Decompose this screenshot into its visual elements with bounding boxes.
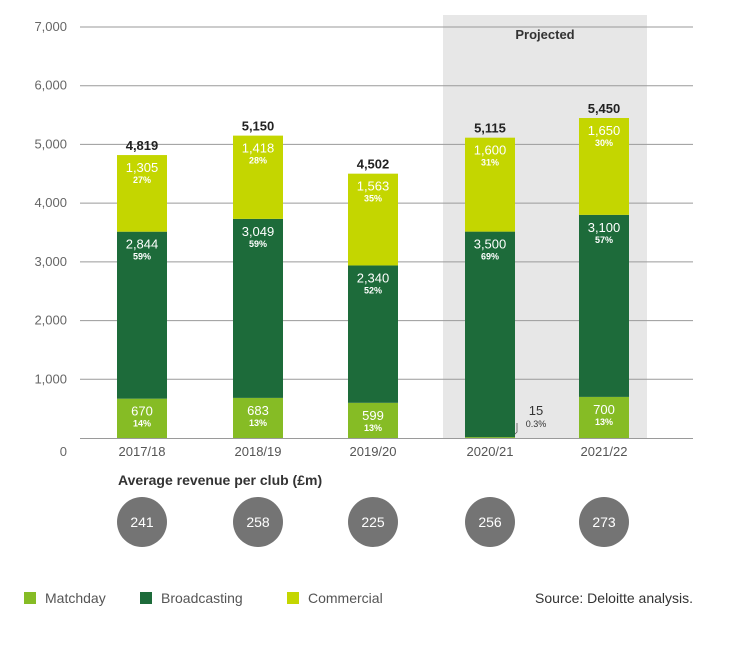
bar-broadcasting-2021-22	[579, 214, 629, 397]
y-tick-label: 5,000	[34, 136, 67, 151]
total-label: 4,502	[357, 157, 390, 172]
bar-commercial-2018-19	[233, 135, 283, 219]
percent-label-commercial: 27%	[133, 175, 151, 185]
data-label-commercial: 1,600	[474, 143, 507, 158]
y-tick-label: 7,000	[34, 19, 67, 34]
legend-label-commercial: Commercial	[308, 590, 383, 606]
data-label-broadcasting: 2,844	[126, 237, 159, 252]
y-tick-label: 1,000	[34, 371, 67, 386]
data-label-broadcasting: 3,049	[242, 224, 275, 239]
total-label: 5,450	[588, 101, 621, 116]
bar-broadcasting-2019-20	[348, 265, 398, 403]
percent-label-broadcasting: 52%	[364, 285, 382, 295]
y-tick-label: 0	[60, 444, 67, 459]
average-revenue-circle	[465, 497, 515, 547]
percent-label-commercial: 31%	[481, 158, 499, 168]
projected-label: Projected	[515, 27, 574, 42]
percent-label-broadcasting: 69%	[481, 252, 499, 262]
data-label-matchday: 683	[247, 403, 269, 418]
data-label-broadcasting: 3,500	[474, 237, 507, 252]
source-note: Source: Deloitte analysis.	[535, 590, 693, 606]
bar-commercial-2021-22	[579, 118, 629, 215]
bar-commercial-2020-21	[465, 137, 515, 232]
data-label-broadcasting: 3,100	[588, 220, 621, 235]
bar-broadcasting-2018-19	[233, 218, 283, 398]
legend-label-broadcasting: Broadcasting	[161, 590, 243, 606]
legend-swatch-broadcasting	[140, 592, 152, 604]
bar-commercial-2017-18	[117, 155, 167, 232]
total-label: 5,150	[242, 119, 275, 134]
total-label: 4,819	[126, 138, 159, 153]
average-revenue-value: 225	[361, 514, 385, 530]
x-tick-label: 2021/22	[581, 444, 628, 459]
total-label: 5,115	[474, 121, 506, 136]
y-tick-label: 3,000	[34, 254, 67, 269]
data-label-matchday: 670	[131, 404, 153, 419]
percent-label-matchday: 0.3%	[526, 419, 547, 429]
y-tick-label: 6,000	[34, 78, 67, 93]
percent-label-matchday: 13%	[595, 417, 613, 427]
x-tick-label: 2020/21	[467, 444, 514, 459]
average-revenue-value: 273	[592, 514, 616, 530]
average-revenue-circle	[117, 497, 167, 547]
y-tick-label: 2,000	[34, 313, 67, 328]
bar-broadcasting-2017-18	[117, 231, 167, 399]
percent-label-commercial: 30%	[595, 138, 613, 148]
average-revenue-circle	[579, 497, 629, 547]
bar-matchday-2017-18	[117, 398, 167, 438]
percent-label-broadcasting: 59%	[249, 239, 267, 249]
data-label-matchday: 700	[593, 402, 615, 417]
x-tick-label: 2017/18	[119, 444, 166, 459]
percent-label-commercial: 35%	[364, 194, 382, 204]
legend-swatch-matchday	[24, 592, 36, 604]
data-label-broadcasting: 2,340	[357, 270, 390, 285]
data-label-commercial: 1,305	[126, 160, 159, 175]
average-revenue-value: 258	[246, 514, 270, 530]
x-tick-label: 2018/19	[235, 444, 282, 459]
percent-label-matchday: 13%	[364, 423, 382, 433]
y-tick-label: 4,000	[34, 195, 67, 210]
average-revenue-circle	[233, 497, 283, 547]
percent-label-matchday: 14%	[133, 419, 151, 429]
bar-matchday-2021-22	[579, 396, 629, 438]
average-revenue-value: 241	[130, 514, 154, 530]
data-label-commercial: 1,563	[357, 179, 390, 194]
bar-commercial-2019-20	[348, 173, 398, 266]
legend-label-matchday: Matchday	[45, 590, 106, 606]
data-label-commercial: 1,650	[588, 123, 621, 138]
x-tick-label: 2019/20	[350, 444, 397, 459]
average-revenue-title: Average revenue per club (£m)	[118, 472, 322, 488]
bar-broadcasting-2020-21	[465, 231, 515, 438]
average-revenue-circle	[348, 497, 398, 547]
average-revenue-value: 256	[478, 514, 502, 530]
data-label-commercial: 1,418	[242, 141, 275, 156]
bar-matchday-2018-19	[233, 397, 283, 438]
legend-swatch-commercial	[287, 592, 299, 604]
percent-label-commercial: 28%	[249, 156, 267, 166]
data-label-matchday: 599	[362, 408, 384, 423]
bar-matchday-2019-20	[348, 402, 398, 438]
data-label-matchday: 15	[529, 403, 543, 418]
bar-matchday-2020-21	[465, 437, 515, 438]
percent-label-matchday: 13%	[249, 418, 267, 428]
percent-label-broadcasting: 57%	[595, 235, 613, 245]
percent-label-broadcasting: 59%	[133, 252, 151, 262]
